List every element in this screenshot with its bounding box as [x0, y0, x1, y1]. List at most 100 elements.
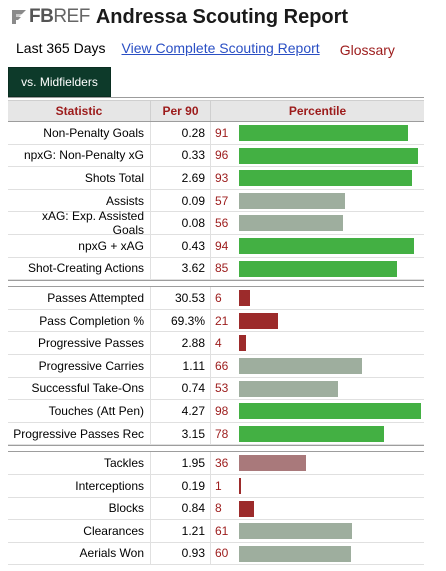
percentile-bar-track [239, 455, 425, 472]
percentile-bar-track [239, 380, 425, 397]
percentile-cell: 8 [211, 498, 424, 520]
percentile-bar-track [239, 500, 425, 517]
percentile-bar-track [239, 147, 425, 164]
percentile-cell: 36 [211, 452, 424, 474]
per90-value: 1.21 [151, 520, 211, 542]
percentile-value: 57 [215, 193, 229, 208]
percentile-bar [239, 335, 246, 352]
percentile-bar-track [239, 357, 425, 374]
percentile-value: 1 [215, 478, 222, 493]
table-body: Non-Penalty Goals 0.28 91 npxG: Non-Penalty… [8, 122, 425, 566]
percentile-value: 93 [215, 170, 229, 185]
table-row: Interceptions 0.19 1 [8, 474, 424, 498]
per90-value: 2.69 [151, 167, 211, 189]
percentile-bar-track [239, 260, 425, 277]
table-row: Clearances 1.21 61 [8, 520, 424, 543]
percentile-bar [239, 523, 352, 540]
percentile-bar [239, 477, 241, 494]
percentile-bar [239, 312, 278, 329]
stat-name: Tackles [8, 452, 151, 474]
per90-value: 0.84 [151, 497, 211, 520]
percentile-bar [239, 147, 418, 164]
per90-value: 1.95 [151, 452, 211, 474]
percentile-bar [239, 380, 338, 397]
logo-fb: FB [29, 6, 54, 27]
per90-value: 3.62 [151, 257, 211, 280]
percentile-bar [239, 170, 412, 187]
stat-name: Shots Total [8, 167, 151, 189]
percentile-bar [239, 215, 343, 232]
stat-name: Aerials Won [8, 542, 151, 565]
percentile-cell: 91 [211, 122, 424, 144]
group-separator [8, 445, 424, 453]
complete-report-link[interactable]: View Complete Scouting Report [121, 40, 320, 56]
percentile-bar [239, 403, 421, 420]
percentile-cell: 78 [211, 423, 424, 445]
per90-value: 0.93 [151, 542, 211, 565]
percentile-bar [239, 500, 254, 517]
percentile-value: 66 [215, 358, 229, 373]
table-row: Touches (Att Pen) 4.27 98 [8, 400, 424, 423]
percentile-value: 8 [215, 501, 222, 516]
fbref-logo-icon [10, 8, 28, 26]
tab-divider [8, 97, 424, 98]
table-row: Blocks 0.84 8 [8, 497, 424, 521]
page-header: FBREF Andressa Scouting Report [10, 4, 348, 30]
stat-name: Non-Penalty Goals [8, 122, 151, 144]
table-row: Tackles 1.95 36 [8, 452, 424, 475]
group-separator [8, 280, 424, 288]
percentile-bar [239, 290, 250, 307]
percentile-value: 60 [215, 546, 229, 561]
header-statistic[interactable]: Statistic [8, 101, 151, 121]
table-row: Progressive Passes Rec 3.15 78 [8, 422, 424, 446]
percentile-value: 94 [215, 238, 229, 253]
percentile-cell: 66 [211, 355, 424, 377]
sub-navigation: Last 365 Days View Complete Scouting Rep… [16, 39, 395, 58]
percentile-bar [239, 455, 306, 472]
stat-name: npxG: Non-Penalty xG [8, 144, 151, 167]
stat-name: Progressive Passes Rec [8, 422, 151, 445]
percentile-value: 6 [215, 290, 222, 305]
table-row: xAG: Exp. Assisted Goals 0.08 56 [8, 209, 425, 237]
percentile-cell: 96 [211, 145, 424, 167]
per90-value: 1.11 [151, 354, 211, 377]
tab-vs-midfielders[interactable]: vs. Midfielders [8, 67, 111, 97]
header-percentile[interactable]: Percentile [288, 104, 347, 118]
percentile-bar [239, 425, 384, 442]
period-label: Last 365 Days [16, 40, 106, 56]
percentile-bar-track [239, 192, 425, 209]
percentile-bar [239, 545, 351, 562]
percentile-cell: 94 [211, 235, 424, 257]
percentile-value: 96 [215, 148, 229, 163]
stat-name: Assists [8, 189, 151, 212]
percentile-value: 53 [215, 381, 229, 396]
percentile-value: 85 [215, 261, 229, 276]
table-row: Progressive Passes 2.88 4 [8, 332, 424, 355]
per90-value: 0.33 [151, 144, 211, 167]
percentile-bar-track [239, 215, 425, 232]
percentile-bar-track [239, 237, 425, 254]
glossary-link[interactable]: Glossary [339, 41, 395, 58]
table-row: Shot-Creating Actions 3.62 85 [8, 257, 424, 281]
per90-value: 30.53 [151, 287, 211, 309]
percentile-cell: 85 [211, 258, 424, 280]
percentile-bar-track [239, 425, 425, 442]
percentile-bar-track [239, 523, 425, 540]
percentile-bar-track [239, 335, 425, 352]
per90-value: 3.15 [151, 422, 211, 445]
percentile-cell: 61 [211, 520, 424, 542]
logo-ref: REF [53, 6, 90, 27]
percentile-value: 21 [215, 313, 229, 328]
table-header: Statistic Per 90 Percentile [8, 100, 424, 122]
percentile-cell: 53 [211, 378, 424, 400]
percentile-value: 98 [215, 403, 229, 418]
per90-value: 4.27 [151, 400, 211, 422]
table-row: npxG + xAG 0.43 94 [8, 234, 424, 258]
stat-name: Interceptions [8, 474, 151, 497]
scouting-table: Statistic Per 90 Percentile Non-Penalty … [8, 100, 425, 566]
fbref-logo[interactable]: FBREF [10, 6, 90, 28]
percentile-value: 61 [215, 523, 229, 538]
stat-name: Clearances [8, 520, 151, 542]
header-per90[interactable]: Per 90 [151, 101, 211, 121]
stat-name: Blocks [8, 497, 151, 520]
